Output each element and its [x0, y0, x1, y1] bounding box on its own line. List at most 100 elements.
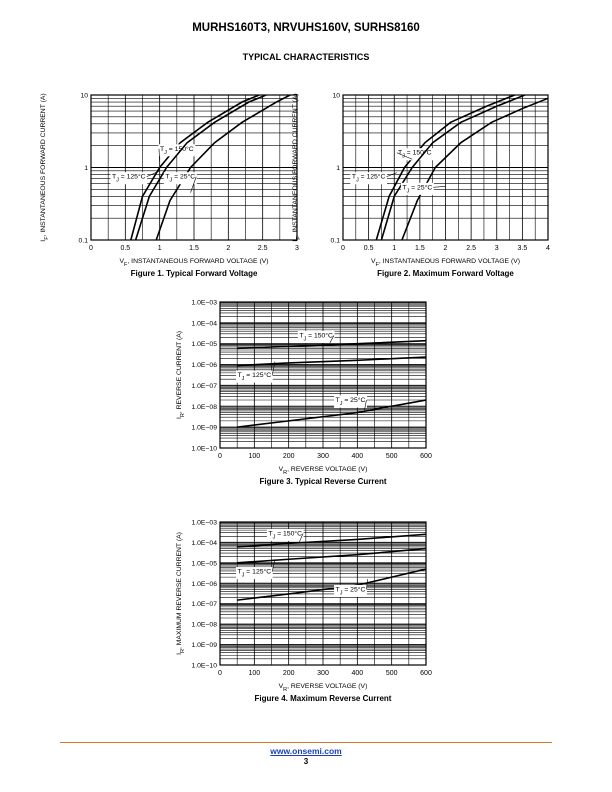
- y-tick-label: 1: [84, 165, 88, 172]
- x-tick-label: 2.5: [466, 245, 476, 252]
- figure-caption: Figure 3. Typical Reverse Current: [259, 477, 386, 486]
- page-number: 3: [303, 757, 309, 766]
- series-leader-line: [190, 176, 197, 193]
- y-tick-label: 1.0E−06: [191, 581, 217, 588]
- series-leader-line: [396, 152, 413, 160]
- series-label-3: TJ = 25°C: [165, 173, 195, 184]
- x-tick-label: 400: [351, 453, 363, 460]
- series-label-bg: [236, 567, 273, 580]
- figure-caption: Figure 2. Maximum Forward Voltage: [377, 269, 514, 278]
- plot-frame: [90, 94, 298, 241]
- y-tick-label: 1.0E−07: [191, 383, 217, 390]
- footer-link[interactable]: www.onsemi.com: [270, 746, 342, 756]
- x-tick-label: 600: [420, 453, 432, 460]
- y-tick-label: 1.0E−06: [191, 362, 217, 369]
- y-axis-label: IR, REVERSE CURRENT (A): [176, 331, 186, 419]
- y-tick-label: 1.0E−09: [191, 642, 217, 649]
- series-label-bg: [236, 370, 273, 383]
- series-line-2: [237, 356, 426, 367]
- x-axis-label: VR, REVERSE VOLTAGE (V): [279, 466, 368, 476]
- series-label-bg: [334, 395, 367, 408]
- x-tick-label: 500: [386, 670, 398, 677]
- series-leader-line: [386, 172, 397, 178]
- series-label-bg: [350, 172, 388, 185]
- x-tick-label: 3.5: [518, 245, 528, 252]
- x-tick-label: 1: [392, 245, 396, 252]
- x-tick-label: 500: [386, 453, 398, 460]
- series-label-bg: [110, 172, 148, 185]
- x-tick-label: 200: [283, 670, 295, 677]
- figure-3-chart: 0 100 200 300 400 500 600 1.0E−10 1.0E−09 1.0E−08…: [176, 300, 432, 487]
- x-tick-label: 4: [546, 245, 550, 252]
- series-label-3: TJ = 25°C: [336, 585, 366, 596]
- series-label-3: TJ = 25°C: [336, 396, 366, 407]
- x-tick-label: 3: [295, 245, 299, 252]
- series-line-3: [237, 399, 426, 428]
- footer-rule: [60, 742, 552, 743]
- y-axis-label: IF, INSTANTANEOUS FORWARD CURRENT (A): [40, 93, 50, 241]
- series-label-bg: [396, 148, 434, 161]
- x-tick-label: 600: [420, 670, 432, 677]
- y-tick-label: 1.0E−04: [191, 540, 217, 547]
- series-line-1: [237, 339, 426, 350]
- y-tick-label: 1.0E−05: [191, 560, 217, 567]
- series-line-1: [237, 533, 426, 548]
- y-tick-label: 1.0E−08: [191, 404, 217, 411]
- series-line-2: [237, 547, 426, 564]
- plot-frame: [342, 94, 549, 241]
- x-tick-label: 300: [317, 453, 329, 460]
- series-label-1: TJ = 150°C: [160, 145, 194, 156]
- x-tick-label: 200: [283, 453, 295, 460]
- x-tick-label: 0: [341, 245, 345, 252]
- y-tick-label: 1.0E−03: [191, 300, 217, 307]
- figure-1-chart: 0 0.5 1 1.5 2 2.5 3 0.1 1 10 VF, INSTANTANEOUS FOR…: [40, 93, 299, 279]
- series-label-2: TJ = 125°C: [238, 568, 272, 579]
- series-label-1: TJ = 150°C: [268, 529, 302, 540]
- series-label-bg: [334, 584, 367, 597]
- document-title: MURHS160T3, NRVUHS160V, SURHS8160: [192, 22, 420, 34]
- series-leader-line: [271, 559, 276, 572]
- series-leader-line: [433, 186, 446, 188]
- series-label-3: TJ = 25°C: [402, 183, 432, 194]
- y-tick-label: 0.1: [331, 238, 341, 245]
- series-leader-line: [329, 335, 335, 343]
- y-tick-label: 1.0E−08: [191, 622, 217, 629]
- series-leader-line: [363, 399, 367, 412]
- y-tick-label: 1: [336, 165, 340, 172]
- series-label-1: TJ = 150°C: [299, 331, 333, 342]
- series-label-bg: [400, 182, 434, 195]
- series-label-bg: [158, 144, 196, 157]
- series-line-1: [375, 95, 515, 240]
- x-tick-label: 100: [248, 453, 260, 460]
- y-axis-label: IR, MAXIMUM REVERSE CURRENT (A): [176, 532, 186, 655]
- series-leader-line: [146, 170, 160, 178]
- x-tick-label: 1.5: [189, 245, 199, 252]
- series-label-bg: [266, 528, 304, 541]
- x-tick-label: 0: [218, 453, 222, 460]
- y-tick-label: 1.0E−10: [191, 663, 217, 670]
- x-tick-label: 0: [89, 245, 93, 252]
- series-line-3: [237, 568, 426, 601]
- x-tick-label: 0.5: [120, 245, 130, 252]
- series-leader-line: [298, 533, 304, 544]
- series-line-3: [401, 97, 548, 240]
- x-tick-label: 300: [317, 670, 329, 677]
- x-tick-label: 2: [226, 245, 230, 252]
- section-title: TYPICAL CHARACTERISTICS: [242, 52, 370, 62]
- figure-caption: Figure 1. Typical Forward Voltage: [131, 269, 258, 278]
- series-label-bg: [297, 330, 335, 343]
- x-axis-label: VF, INSTANTANEOUS FORWARD VOLTAGE (V): [371, 258, 520, 268]
- x-tick-label: 3: [495, 245, 499, 252]
- figure-4-chart: 0 100 200 300 400 500 600 1.0E−10 1.0E−09 1.0E−08…: [176, 520, 432, 704]
- y-tick-label: 10: [332, 93, 340, 100]
- series-label-1: TJ = 150°C: [398, 149, 432, 160]
- y-tick-label: 0.1: [79, 238, 89, 245]
- series-label-2: TJ = 125°C: [352, 173, 386, 184]
- y-tick-label: 1.0E−05: [191, 341, 217, 348]
- figure-2-chart: 0 0.5 1 1.5 2 2.5 3 3.5 4 0.1 1 10 VF, INSTANTANEOUS…: [292, 93, 550, 279]
- series-leader-line: [271, 361, 276, 376]
- x-tick-label: 400: [351, 670, 363, 677]
- y-tick-label: 1.0E−03: [191, 520, 217, 527]
- plot-frame: [219, 521, 427, 666]
- series-label-2: TJ = 125°C: [112, 173, 146, 184]
